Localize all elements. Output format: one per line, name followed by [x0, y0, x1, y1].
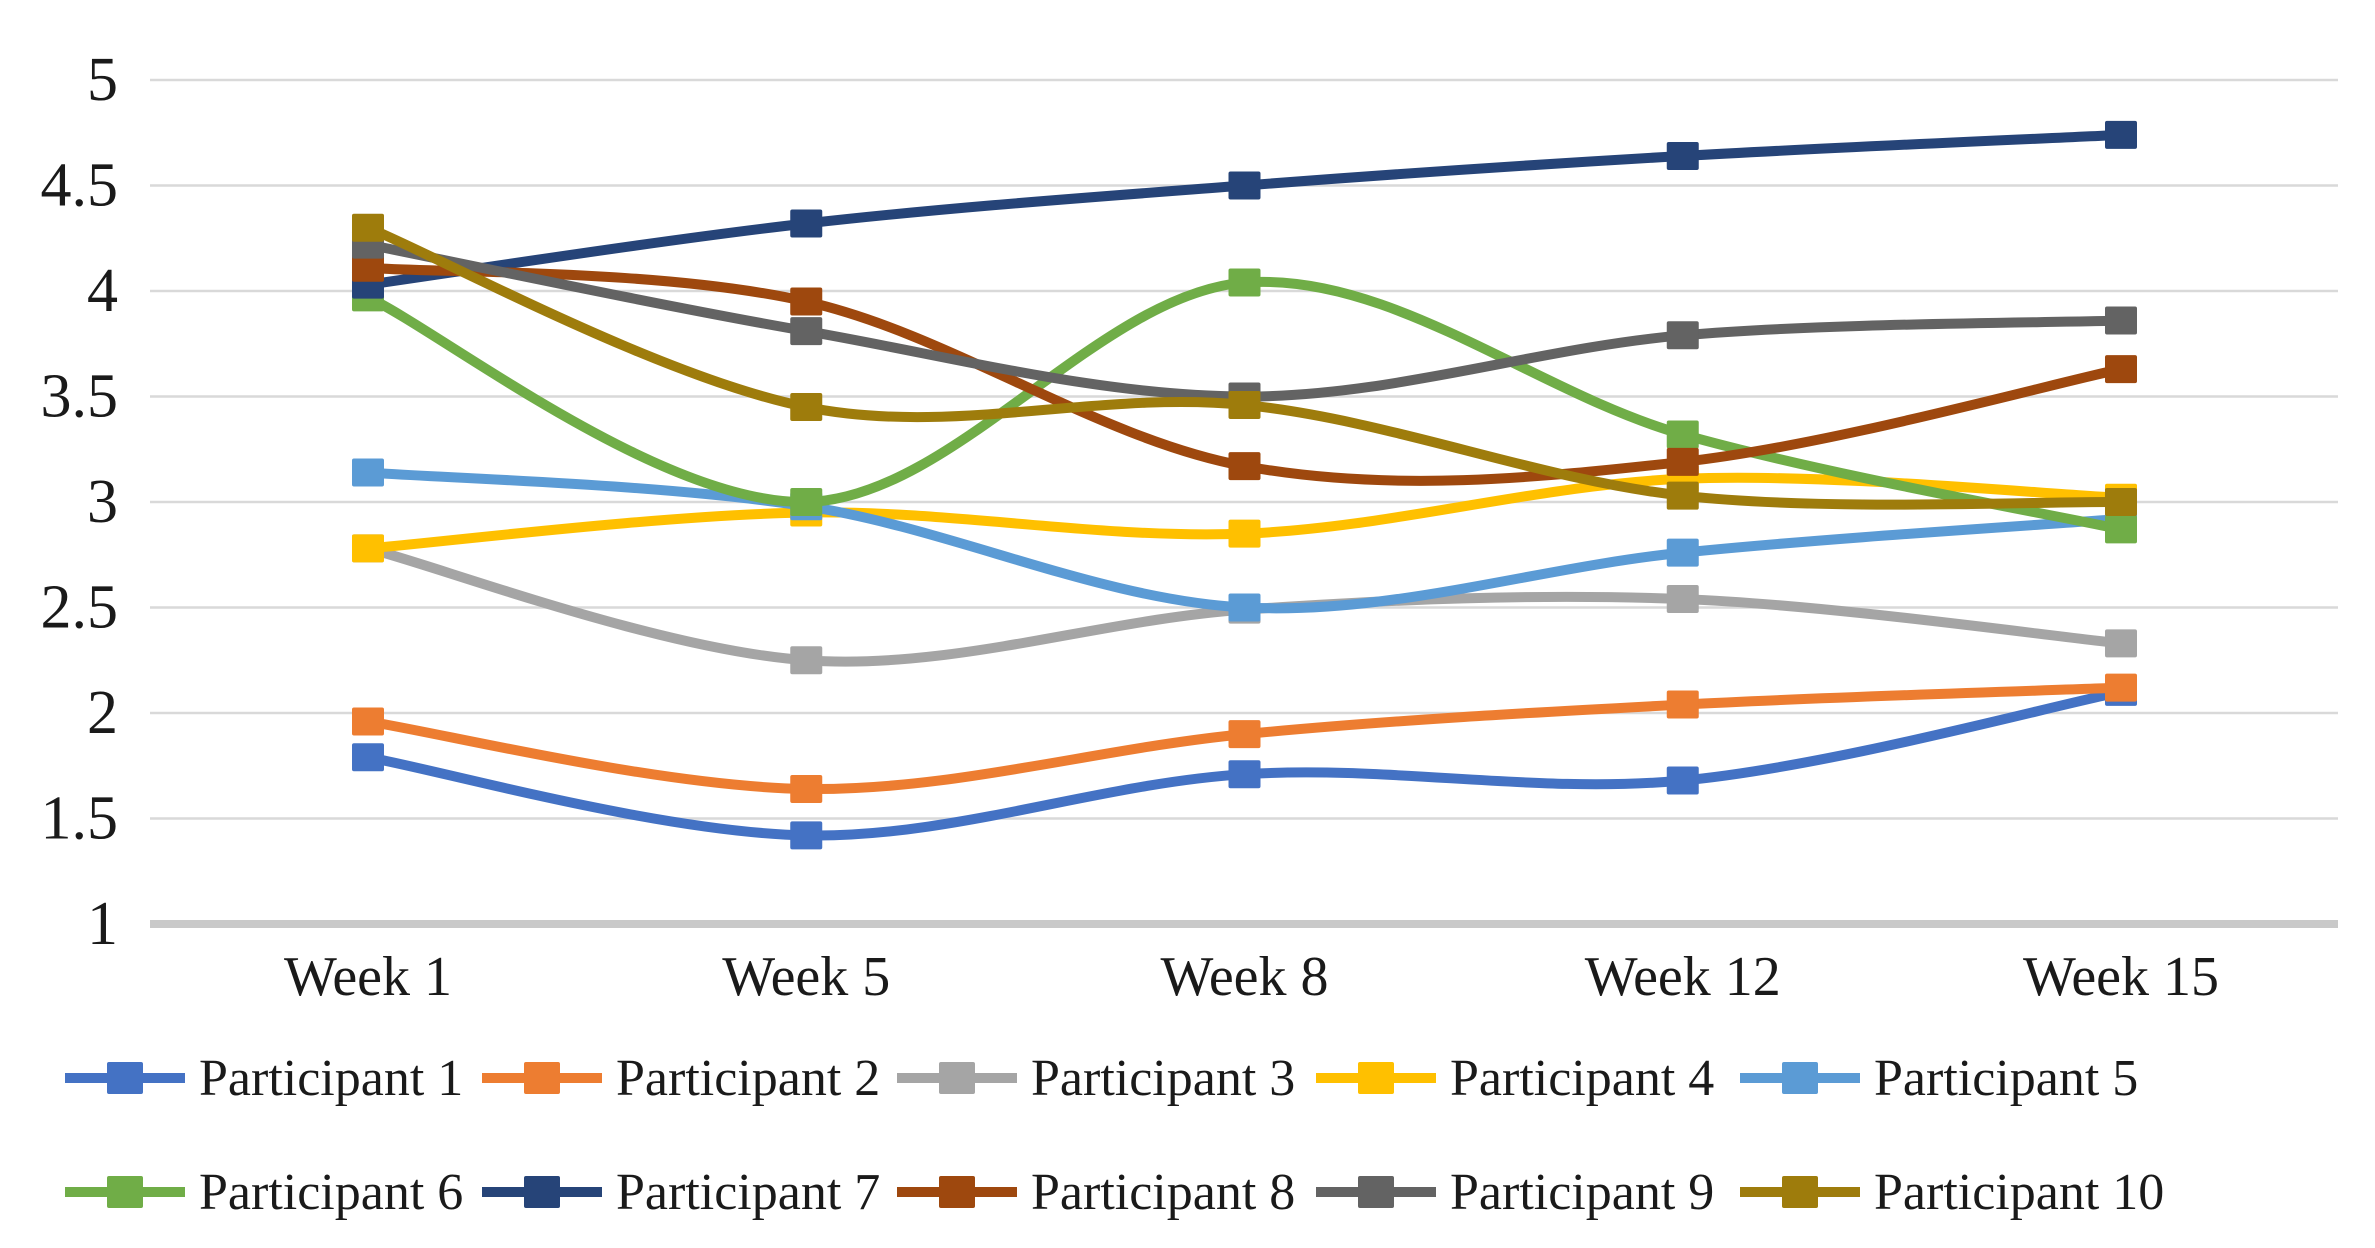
legend-label-participant-8: Participant 8 [1031, 1164, 1295, 1221]
series-marker-participant-1 [1228, 760, 1261, 789]
series-marker-participant-8 [790, 287, 823, 316]
series-marker-participant-2 [1666, 690, 1699, 719]
legend-swatch-marker-participant-9 [1358, 1176, 1394, 1208]
series-marker-participant-2 [352, 707, 384, 736]
series-marker-participant-10 [790, 393, 823, 422]
series-marker-participant-2 [1228, 720, 1261, 749]
series-marker-participant-5 [1228, 593, 1261, 622]
series-marker-participant-7 [790, 209, 823, 238]
series-marker-participant-8 [1666, 447, 1699, 476]
series-marker-participant-9 [790, 317, 823, 346]
legend-swatch-marker-participant-4 [1358, 1062, 1394, 1094]
y-axis-tick-label: 2 [87, 679, 118, 747]
legend-swatch-marker-participant-5 [1782, 1062, 1818, 1094]
y-axis-tick-label: 4.5 [41, 152, 119, 220]
x-axis-tick-label: Week 15 [2023, 946, 2219, 1008]
series-marker-participant-8 [352, 253, 384, 282]
y-axis-tick-label: 5 [87, 46, 118, 114]
series-marker-participant-10 [1228, 390, 1261, 419]
legend-label-participant-4: Participant 4 [1450, 1050, 1714, 1107]
legend-label-participant-1: Participant 1 [199, 1050, 463, 1107]
series-marker-participant-7 [2105, 120, 2137, 149]
legend-swatch-marker-participant-2 [524, 1062, 560, 1094]
series-line-participant-7 [363, 129, 2126, 290]
y-axis-tick-label: 1 [87, 890, 118, 958]
series-marker-participant-9 [1666, 321, 1699, 350]
series-marker-participant-1 [790, 821, 823, 850]
series-marker-participant-2 [2105, 673, 2137, 702]
series-marker-participant-10 [352, 213, 384, 242]
legend-label-participant-2: Participant 2 [616, 1050, 880, 1107]
series-marker-participant-5 [1666, 538, 1699, 567]
x-axis-tick-label: Week 5 [722, 946, 890, 1008]
series-marker-participant-2 [790, 774, 823, 803]
legend-swatch-marker-participant-10 [1782, 1176, 1818, 1208]
series-marker-participant-6 [1666, 420, 1699, 449]
series-marker-participant-7 [1228, 171, 1261, 200]
legend-swatch-marker-participant-6 [107, 1176, 143, 1208]
series-marker-participant-10 [1666, 481, 1699, 510]
series-marker-participant-3 [1666, 585, 1699, 614]
series-marker-participant-6 [790, 488, 823, 516]
legend-label-participant-10: Participant 10 [1874, 1164, 2164, 1221]
y-axis-tick-label: 4 [87, 257, 118, 325]
series-marker-participant-6 [1228, 268, 1261, 297]
series-marker-participant-10 [2105, 488, 2137, 516]
legend-label-participant-7: Participant 7 [616, 1164, 880, 1221]
x-axis-tick-label: Week 12 [1585, 946, 1781, 1008]
series-marker-participant-8 [2105, 355, 2137, 384]
y-axis-tick-label: 3 [87, 468, 118, 536]
series-marker-participant-8 [1228, 452, 1261, 481]
y-axis-tick-label: 1.5 [41, 785, 119, 853]
series-line-participant-9 [363, 239, 2126, 402]
legend-label-participant-3: Participant 3 [1031, 1050, 1295, 1107]
y-axis-tick-label: 2.5 [41, 574, 119, 642]
legend-label-participant-5: Participant 5 [1874, 1050, 2138, 1107]
series-marker-participant-4 [1228, 519, 1261, 548]
legend-swatch-marker-participant-7 [524, 1176, 560, 1208]
legend-swatch-marker-participant-3 [939, 1062, 975, 1094]
series-marker-participant-5 [352, 458, 384, 487]
series-marker-participant-1 [352, 743, 384, 772]
series-marker-participant-7 [1666, 141, 1699, 170]
legend-label-participant-6: Participant 6 [199, 1164, 463, 1221]
series-marker-participant-3 [2105, 629, 2137, 658]
series-marker-participant-9 [2105, 306, 2137, 335]
legend-swatch-marker-participant-1 [107, 1062, 143, 1094]
legend-swatch-marker-participant-8 [939, 1176, 975, 1208]
series-marker-participant-6 [2105, 515, 2137, 544]
legend-label-participant-9: Participant 9 [1450, 1164, 1714, 1221]
y-axis-tick-label: 3.5 [41, 363, 119, 431]
series-marker-participant-3 [790, 646, 823, 675]
series-marker-participant-1 [1666, 766, 1699, 795]
x-axis-tick-label: Week 8 [1160, 946, 1328, 1008]
x-axis-tick-label: Week 1 [284, 946, 452, 1008]
series-marker-participant-4 [352, 534, 384, 563]
